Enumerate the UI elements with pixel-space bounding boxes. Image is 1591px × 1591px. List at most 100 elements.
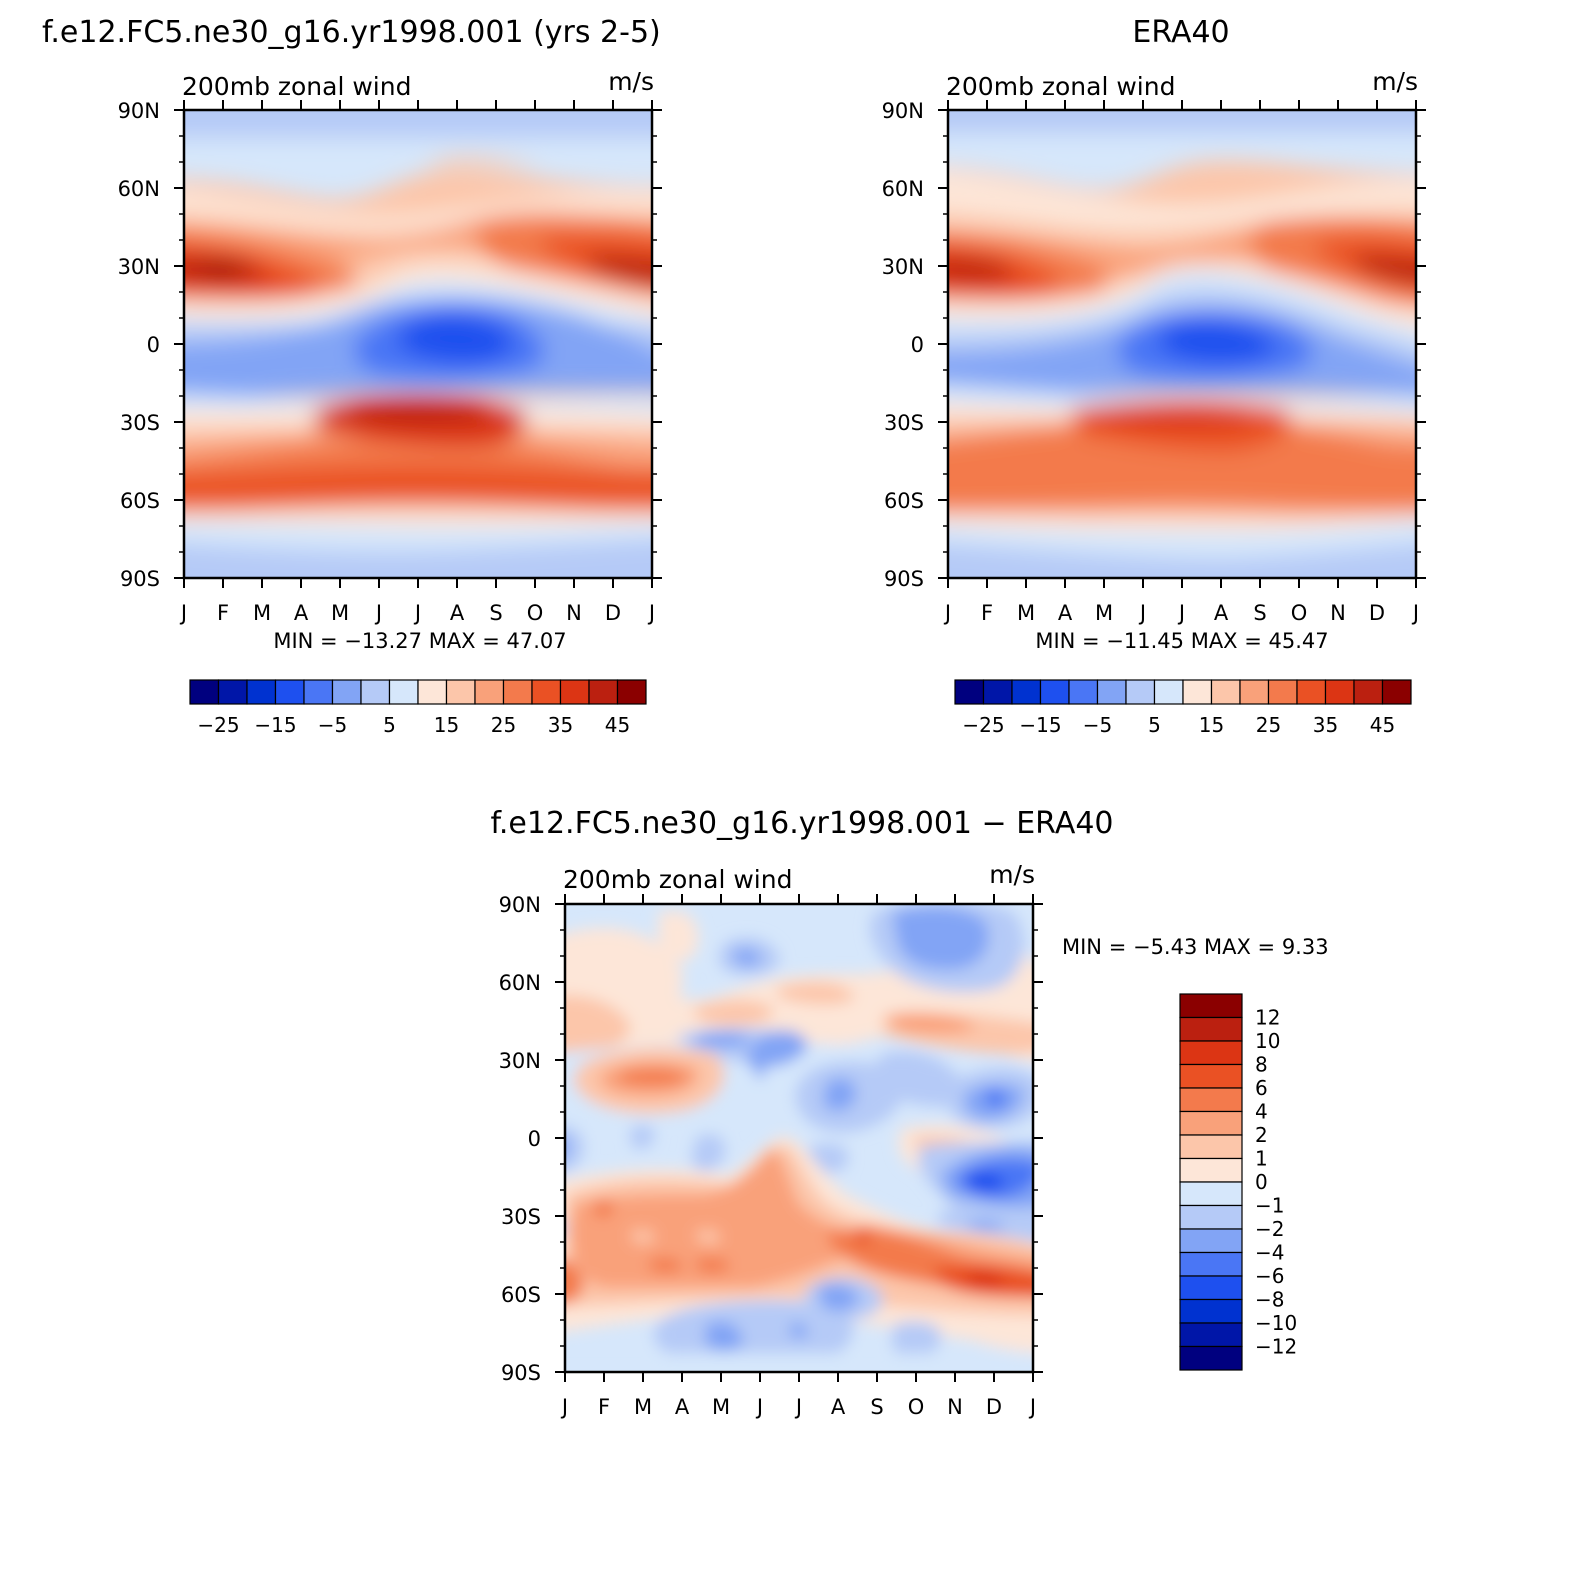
y-tick-label: 90N <box>499 893 541 917</box>
y-tick-label: 90S <box>501 1361 541 1385</box>
y-tick-label: 30S <box>120 411 160 435</box>
x-tick-label: F <box>598 1395 610 1419</box>
colorbar-label: −1 <box>1255 1194 1284 1218</box>
x-tick-label: A <box>675 1395 690 1419</box>
colorbar-label: 35 <box>1313 713 1338 737</box>
colorbar-label: 1 <box>1255 1147 1268 1171</box>
colorbar-swatch <box>1179 1063 1243 1089</box>
x-tick-label: S <box>489 601 502 625</box>
panel-units: m/s <box>608 67 654 96</box>
colorbar-swatch <box>445 679 476 705</box>
colorbar-swatch <box>1179 1251 1243 1277</box>
colorbar-label: 0 <box>1255 1170 1268 1194</box>
colorbar-swatch <box>1267 679 1298 705</box>
colorbar-swatch <box>1179 1228 1243 1254</box>
panel-title: f.e12.FC5.ne30_g16.yr1998.001 (yrs 2-5) <box>42 15 661 50</box>
x-tick-label: J <box>374 601 382 625</box>
colorbar-swatch <box>1179 1181 1243 1207</box>
y-tick-label: 60S <box>501 1283 541 1307</box>
x-tick-label: D <box>605 601 621 625</box>
colorbar-swatch <box>331 679 362 705</box>
colorbar-swatch <box>417 679 448 705</box>
panel-title: ERA40 <box>1132 15 1229 50</box>
colorbar-swatch <box>303 679 334 705</box>
colorbar-label: −4 <box>1255 1241 1284 1265</box>
colorbar-swatch <box>1179 1110 1243 1136</box>
colorbar-swatch <box>559 679 590 705</box>
colorbar: −25 −15 −5 5 15 25 35 45 <box>954 679 1412 737</box>
x-tick-label: J <box>1411 601 1419 625</box>
colorbar-swatch <box>388 679 419 705</box>
colorbar-label: −12 <box>1255 1335 1297 1359</box>
colorbar-label: 2 <box>1255 1123 1268 1147</box>
colorbar-label: −25 <box>197 713 239 737</box>
colorbar-label: 15 <box>1199 713 1224 737</box>
colorbar-swatch <box>1068 679 1099 705</box>
colorbar-swatch <box>246 679 277 705</box>
y-tick-label: 30N <box>499 1049 541 1073</box>
y-tick-label: 60N <box>118 177 160 201</box>
x-tick-label: J <box>647 601 655 625</box>
colorbar-label: 4 <box>1255 1100 1268 1124</box>
x-tick-label: J <box>560 1395 568 1419</box>
colorbar-label: −8 <box>1255 1288 1284 1312</box>
x-tick-label: J <box>794 1395 802 1419</box>
panel-diff: f.e12.FC5.ne30_g16.yr1998.001 − ERA40 20… <box>490 806 1328 1419</box>
colorbar-swatch <box>1179 1157 1243 1183</box>
colorbar-label: 35 <box>548 713 573 737</box>
colorbar-swatch <box>1179 1040 1243 1066</box>
panel-units: m/s <box>1372 67 1418 96</box>
colorbar-label: 5 <box>383 713 396 737</box>
plot-field <box>184 110 652 578</box>
y-tick-label: 90N <box>118 99 160 123</box>
colorbar-swatch <box>1179 1204 1243 1230</box>
colorbar-swatch <box>1179 1134 1243 1160</box>
x-tick-label: J <box>1138 601 1146 625</box>
y-tick-label: 30N <box>882 255 924 279</box>
colorbar-label: −5 <box>318 713 347 737</box>
stats-text: MIN = −5.43 MAX = 9.33 <box>1062 935 1329 959</box>
colorbar-swatch <box>1381 679 1412 705</box>
colorbar-label: −2 <box>1255 1217 1284 1241</box>
colorbar-label: −5 <box>1083 713 1112 737</box>
y-tick-label: 0 <box>528 1127 541 1151</box>
colorbar-swatch <box>616 679 647 705</box>
colorbar-swatch <box>1153 679 1184 705</box>
y-tick-label: 60S <box>120 489 160 513</box>
colorbar-swatch <box>1039 679 1070 705</box>
colorbar-label: −6 <box>1255 1264 1284 1288</box>
panel-subtitle: 200mb zonal wind <box>182 72 411 101</box>
colorbar-swatch <box>274 679 305 705</box>
colorbar-swatch <box>189 679 220 705</box>
colorbar-swatch <box>1179 1345 1243 1371</box>
x-tick-label: J <box>413 601 421 625</box>
colorbar-swatch <box>360 679 391 705</box>
y-tick-label: 30S <box>884 411 924 435</box>
x-tick-label: M <box>1095 601 1113 625</box>
colorbar-label: 5 <box>1148 713 1161 737</box>
colorbar-swatch <box>1179 1298 1243 1324</box>
colorbar-label: 25 <box>491 713 516 737</box>
colorbar-swatch <box>1210 679 1241 705</box>
y-tick-label: 30N <box>118 255 160 279</box>
panel-units: m/s <box>989 860 1035 889</box>
y-tick-label: 0 <box>147 333 160 357</box>
y-tick-label: 60N <box>499 971 541 995</box>
y-tick-label: 60S <box>884 489 924 513</box>
x-tick-label: M <box>253 601 271 625</box>
x-tick-label: F <box>217 601 229 625</box>
colorbar-swatch <box>1296 679 1327 705</box>
x-tick-label: J <box>755 1395 763 1419</box>
x-tick-label: N <box>947 1395 963 1419</box>
x-tick-label: A <box>1214 601 1229 625</box>
x-tick-label: S <box>870 1395 883 1419</box>
colorbar-swatch <box>954 679 985 705</box>
colorbar-swatch <box>1011 679 1042 705</box>
colorbar-swatch <box>1179 993 1243 1019</box>
colorbar-label: 45 <box>605 713 630 737</box>
colorbar-label: 25 <box>1256 713 1281 737</box>
colorbar-swatch <box>1096 679 1127 705</box>
